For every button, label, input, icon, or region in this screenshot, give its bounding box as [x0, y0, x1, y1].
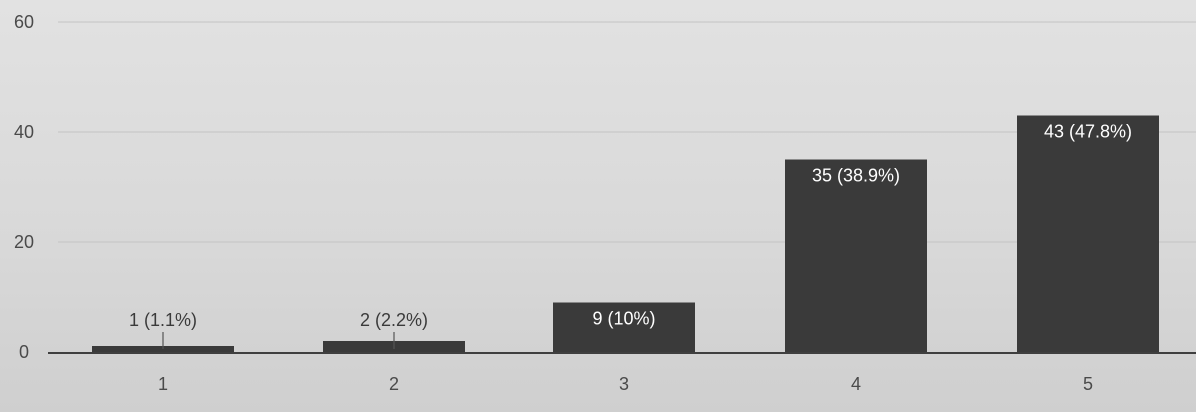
gridlines — [58, 21, 1196, 243]
x-tick-label: 5 — [1083, 374, 1093, 394]
bar-3 — [553, 302, 695, 352]
data-label: 2 (2.2%) — [360, 310, 428, 330]
y-tick-label: 0 — [19, 342, 29, 362]
bar-5 — [1017, 115, 1159, 352]
x-axis-ticks: 1 2 3 4 5 — [158, 374, 1093, 394]
data-label: 9 (10%) — [592, 309, 655, 329]
data-label: 35 (38.9%) — [812, 166, 900, 186]
bar-4 — [785, 159, 927, 352]
bars — [92, 115, 1159, 352]
x-tick-label: 3 — [619, 374, 629, 394]
data-labels: 1 (1.1%) 2 (2.2%) 9 (10%) 35 (38.9%) 43 (47.… — [129, 122, 1132, 349]
y-tick-label: 40 — [14, 122, 34, 142]
x-tick-label: 1 — [158, 374, 168, 394]
data-label: 1 (1.1%) — [129, 310, 197, 330]
data-label: 43 (47.8%) — [1044, 122, 1132, 142]
y-tick-label: 20 — [14, 232, 34, 252]
y-axis-ticks: 0 20 40 60 — [14, 12, 34, 362]
x-tick-label: 4 — [851, 374, 861, 394]
y-tick-label: 60 — [14, 12, 34, 32]
x-tick-label: 2 — [389, 374, 399, 394]
